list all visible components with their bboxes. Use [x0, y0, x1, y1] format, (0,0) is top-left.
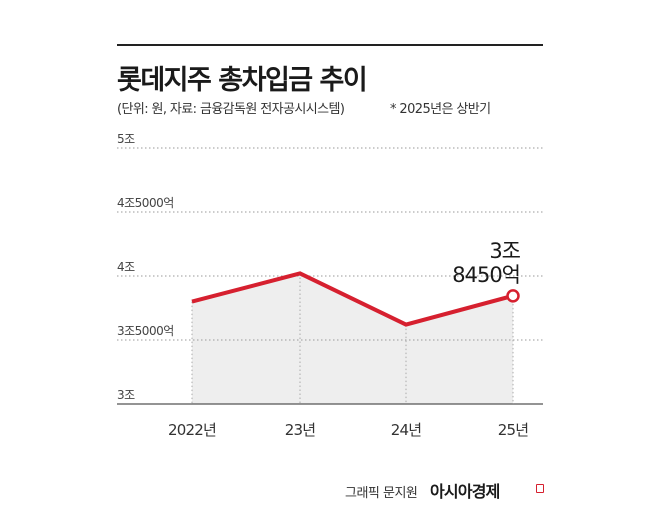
y-tick-label: 5조 — [117, 132, 135, 146]
data-label: 3조 — [489, 239, 520, 263]
x-tick-label: 23년 — [285, 421, 316, 439]
area-fill — [192, 273, 513, 404]
y-tick-label: 4조 — [117, 260, 135, 274]
brand-mark-icon — [536, 484, 544, 493]
data-label: 8450억 — [452, 263, 520, 287]
series-line — [191, 271, 514, 327]
x-tick-label: 2022년 — [168, 421, 216, 439]
chart-title: 롯데지주 총차입금 추이 — [117, 65, 368, 96]
top-rule — [117, 44, 543, 46]
y-tick-label: 4조5000억 — [117, 196, 174, 210]
graphic-credit: 그래픽 문지원 — [345, 486, 418, 501]
end-point-marker — [506, 289, 520, 303]
brand-logo: 아시아경제 — [430, 482, 500, 501]
chart-note: * 2025년은 상반기 — [390, 102, 491, 117]
y-tick-label: 3조5000억 — [117, 324, 174, 338]
x-tick-label: 25년 — [498, 421, 529, 439]
x-tick-label: 24년 — [391, 421, 422, 439]
y-tick-label: 3조 — [117, 388, 135, 402]
chart-subtitle: (단위: 원, 자료: 금융감독원 전자공시시스템) — [117, 102, 345, 117]
